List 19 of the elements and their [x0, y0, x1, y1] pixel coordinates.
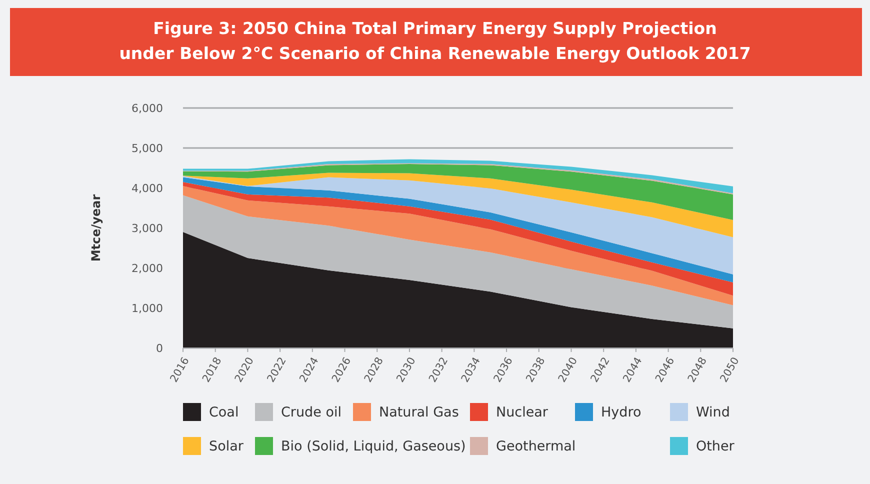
legend-label: Nuclear — [496, 404, 548, 421]
y-tick-label: 4,000 — [132, 182, 163, 195]
legend-label: Wind — [696, 404, 730, 421]
legend-label: Natural Gas — [379, 404, 459, 421]
y-tick-label: 5,000 — [132, 142, 163, 155]
legend-label: Bio (Solid, Liquid, Gaseous) — [281, 438, 466, 455]
chart-title: Figure 3: 2050 China Total Primary Energy Supply Projection under Below 2°C Scenario of China Renewable Energy Outlook 2017 — [119, 19, 751, 63]
y-axis-title: Mtce/year — [89, 194, 103, 262]
y-tick-label: 3,000 — [132, 222, 163, 235]
legend-label: Solar — [209, 438, 244, 455]
y-tick-label: 1,000 — [132, 302, 163, 315]
legend-label: Hydro — [601, 404, 642, 421]
legend-label: Other — [696, 438, 735, 455]
y-tick-label: 2,000 — [132, 262, 163, 275]
y-tick-label: 0 — [156, 342, 163, 355]
legend-label: Crude oil — [281, 404, 342, 421]
legend-label: Coal — [209, 404, 239, 421]
legend-label: Geothermal — [496, 438, 576, 455]
y-tick-label: 6,000 — [132, 102, 163, 115]
